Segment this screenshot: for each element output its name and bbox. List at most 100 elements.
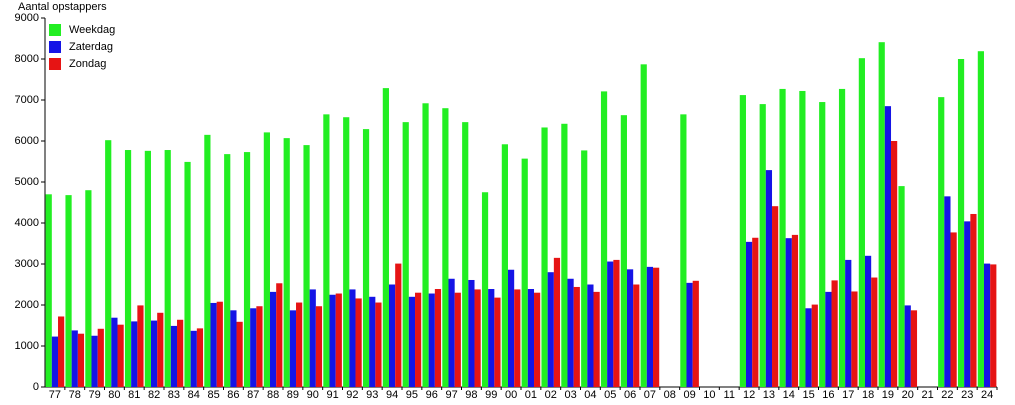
y-tick-label: 8000 [15,53,39,65]
x-tick-label: 23 [961,389,973,400]
bar [283,138,290,387]
x-tick-label: 21 [921,389,933,400]
bar [184,161,191,387]
bar [904,305,911,387]
bar [315,306,323,387]
y-axis-title: Aantal opstappers [18,1,107,13]
bar [494,297,501,387]
y-tick-label: 4000 [15,217,39,229]
bar [422,103,429,387]
x-tick-label: 10 [703,389,715,400]
x-tick-label: 22 [941,389,953,400]
x-tick-label: 11 [724,389,735,400]
bar [884,106,892,388]
bar [521,158,528,387]
bar [303,145,310,387]
x-tick-label: 16 [822,389,834,400]
x-tick-label: 14 [783,389,795,400]
bar [105,140,112,387]
x-tick-label: 00 [505,389,517,400]
bar [567,278,574,387]
bar [898,186,905,387]
bar [811,304,818,387]
bar [613,259,620,387]
bar [633,284,640,387]
bar [124,150,132,387]
x-tick-label: 93 [366,389,378,400]
bar [878,42,885,387]
bar [250,308,257,387]
x-tick-label: 18 [862,389,874,400]
x-tick-label: 80 [108,389,120,400]
bar [442,108,449,387]
x-tick-label: 92 [346,389,358,400]
x-tick-label: 17 [842,389,854,400]
x-tick-label: 07 [644,389,656,400]
bar [791,234,799,387]
x-tick-label: 08 [664,389,676,400]
x-tick-label: 85 [207,389,219,400]
bar [58,316,65,387]
bar [150,320,158,387]
bar [547,272,554,387]
bar [170,325,178,387]
bar [759,104,766,387]
bar [144,150,151,387]
bar [97,328,104,387]
bar [236,321,243,387]
bar [692,280,699,387]
bar [970,213,977,387]
bar [224,154,231,387]
bar [938,97,945,387]
x-tick-label: 94 [386,389,398,400]
bar [686,282,693,387]
bar [375,302,382,387]
bar [646,266,654,387]
bar [626,269,634,387]
bar [957,59,965,387]
legend-swatch [49,41,61,53]
bar [745,241,753,387]
bar [45,194,52,387]
x-tick-label: 87 [247,389,259,400]
bar [640,64,647,387]
bar [864,255,872,387]
bar [296,302,303,387]
bar [680,114,687,387]
bar [434,289,442,387]
bar [851,291,858,387]
bar [983,263,991,387]
x-tick-label: 03 [564,389,576,400]
bar [653,267,660,387]
x-tick-label: 01 [525,389,537,400]
bar [369,296,376,387]
bar [910,310,918,387]
bar [343,117,350,387]
bar [772,206,779,387]
bar [349,289,356,387]
bar [323,114,330,387]
x-tick-label: 09 [683,389,695,400]
x-tick-label: 19 [882,389,894,400]
bar [276,283,283,387]
bar [474,289,481,387]
bar [481,192,489,387]
bar [891,141,898,387]
x-tick-label: 02 [545,389,557,400]
bar [329,294,336,387]
bar [454,292,461,387]
bar [177,319,184,387]
y-tick-label: 6000 [15,135,39,147]
y-tick-label: 2000 [15,299,39,311]
bar [620,115,627,388]
bar [581,150,588,387]
x-tick-label: 83 [168,389,180,400]
bar [263,132,270,387]
bar [190,330,197,387]
bar [858,58,865,388]
bar [593,291,600,387]
bar [388,284,396,387]
bar [309,289,316,387]
bar [765,170,773,387]
x-tick-label: 86 [227,389,239,400]
